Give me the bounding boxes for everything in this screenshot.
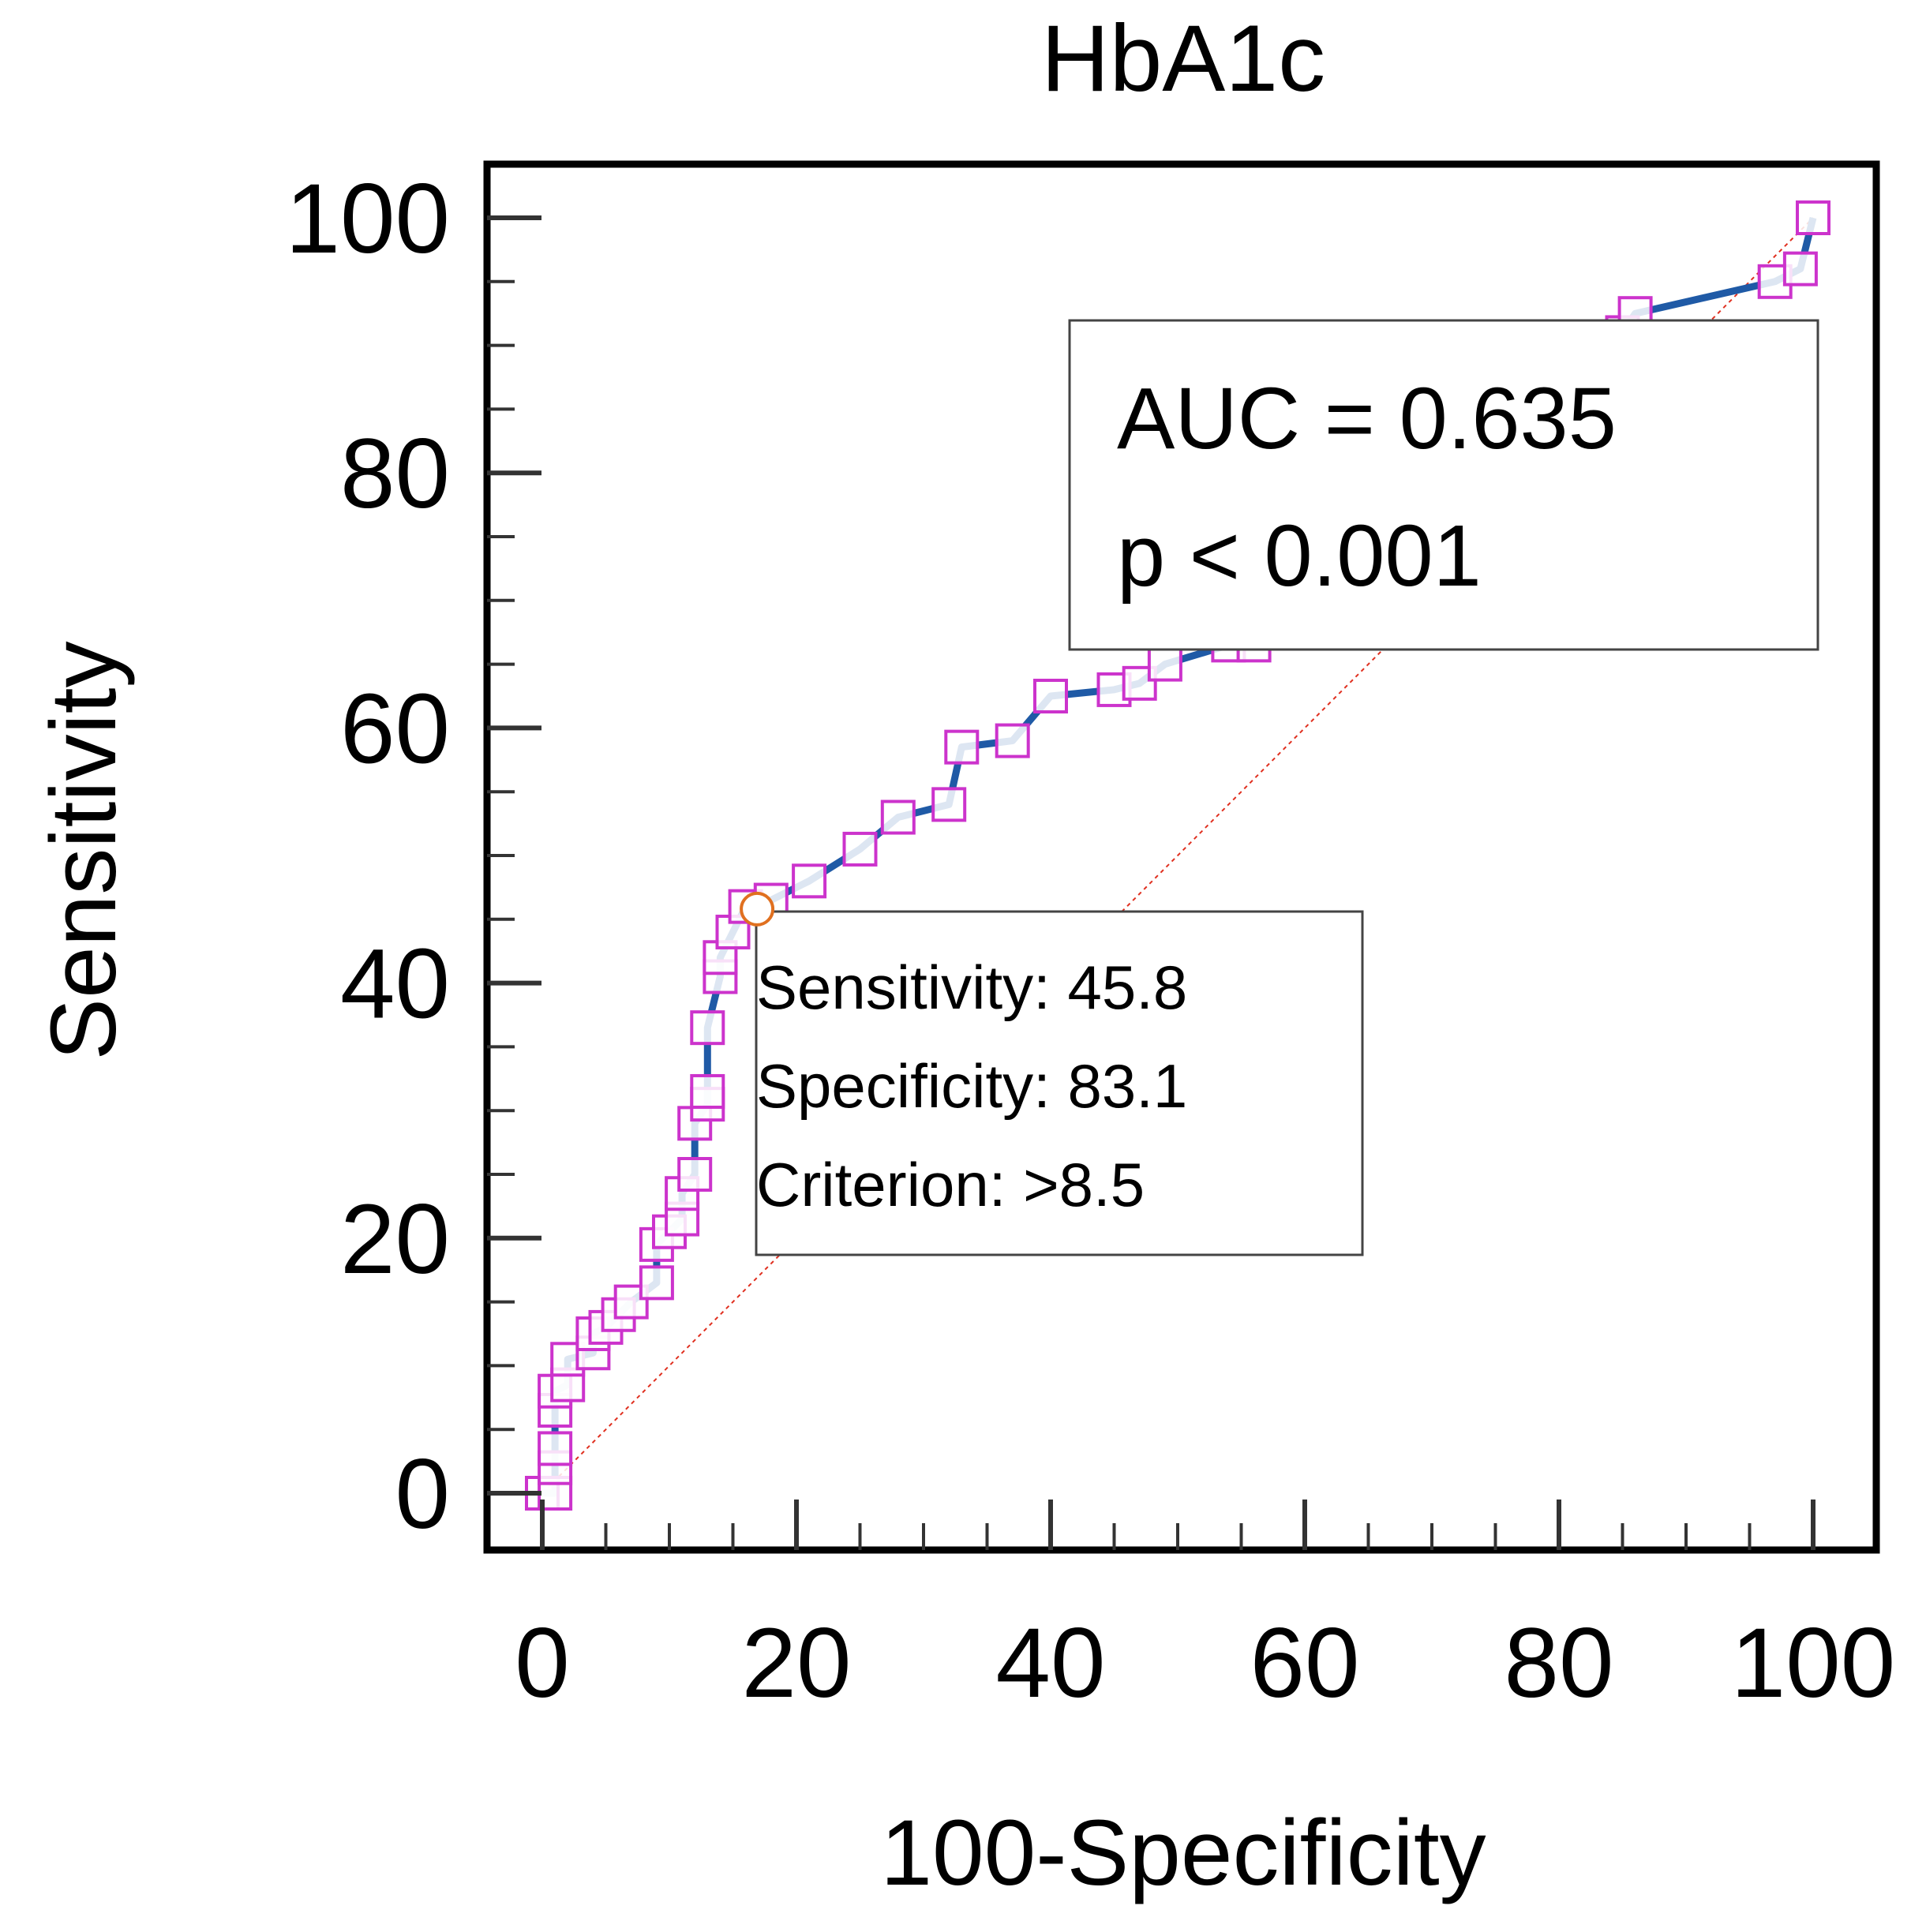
chart-title: HbA1c <box>1041 6 1325 111</box>
criterion-annotation-box: Sensitivity: 45.8 Specificity: 83.1 Crit… <box>755 910 1364 1256</box>
x-axis-ticks: 0 20 40 60 80 100 <box>515 1500 1895 1718</box>
x-tick-label: 20 <box>741 1608 851 1718</box>
roc-point-marker <box>880 799 916 835</box>
roc-point-marker <box>1782 251 1818 286</box>
x-axis-label: 100-Specificity <box>880 1801 1486 1905</box>
roc-point-marker <box>639 1265 674 1301</box>
auc-box-frame <box>1068 319 1819 651</box>
roc-point-marker <box>792 863 827 899</box>
roc-point-marker <box>690 1073 725 1109</box>
y-tick-label: 80 <box>340 419 450 529</box>
roc-point-marker <box>690 1010 725 1046</box>
x-tick-label: 0 <box>515 1608 570 1718</box>
y-tick-label: 0 <box>395 1440 450 1549</box>
criterion-text: Criterion: >8.5 <box>756 1150 1145 1219</box>
roc-point-marker <box>1796 200 1830 235</box>
x-tick-label: 80 <box>1504 1608 1613 1718</box>
roc-point-marker <box>931 787 967 822</box>
y-tick-label: 100 <box>285 164 450 274</box>
auc-annotation-box: AUC = 0.635 p < 0.001 <box>1068 319 1819 651</box>
roc-point-marker <box>677 1157 713 1192</box>
x-tick-label: 100 <box>1731 1608 1896 1718</box>
roc-point-marker <box>1033 679 1068 713</box>
x-tick-label: 40 <box>995 1608 1105 1718</box>
y-axis-ticks: 0 20 40 60 80 100 <box>285 164 541 1549</box>
sensitivity-text: Sensitivity: 45.8 <box>756 953 1187 1022</box>
p-value-text: p < 0.001 <box>1117 507 1482 605</box>
optimal-cutoff-marker <box>740 891 775 927</box>
criterion-box-frame <box>755 910 1364 1256</box>
roc-point-marker <box>1147 646 1182 682</box>
roc-point-marker <box>944 729 980 765</box>
roc-point-marker <box>842 831 878 867</box>
auc-text: AUC = 0.635 <box>1117 370 1617 467</box>
y-tick-label: 40 <box>340 930 450 1039</box>
roc-point-marker <box>995 723 1030 758</box>
specificity-text: Specificity: 83.1 <box>756 1051 1187 1121</box>
x-tick-label: 60 <box>1250 1608 1359 1718</box>
y-axis-label: Sensitivity <box>32 641 136 1060</box>
y-tick-label: 60 <box>340 674 450 784</box>
y-tick-label: 20 <box>340 1185 450 1294</box>
roc-point-marker <box>538 1431 573 1466</box>
